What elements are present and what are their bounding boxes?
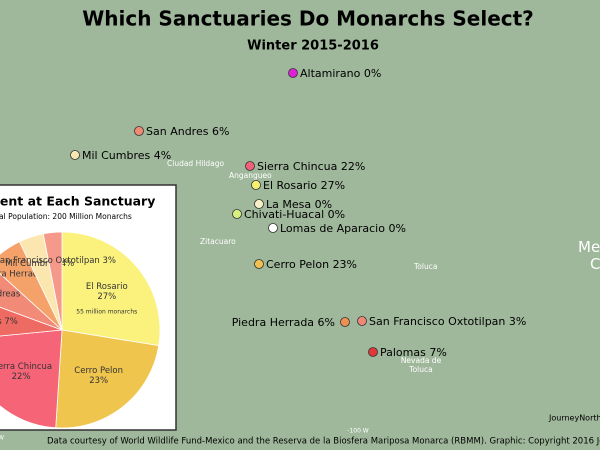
subtitle: Winter 2015-2016 [247,39,379,54]
site-dot [134,126,144,136]
slice-name: San Andreas [0,289,21,299]
site-percent: 0% [328,208,345,221]
slice-label: Cerro Pelon 23% [74,365,123,385]
site-name: Mil Cumbres [82,149,150,162]
site-label: Mil Cumbres 4% [82,149,171,162]
pie-slice [42,231,63,331]
place-line: City [590,255,600,273]
place-line: Toluca [408,365,432,374]
site-name: La Mesa [266,198,311,211]
site-dot [288,68,298,78]
site-label: La Mesa 0% [266,198,332,211]
site-dot [245,161,255,171]
site-dot [340,317,350,327]
places: Ciudad HildagoAngangueoZitacuaroTolucaNe… [0,159,600,442]
site-dot [232,209,242,219]
slice-name: San Francisco Oxtotilpan [0,255,100,265]
site-name: Chivati-Huacal [244,208,324,221]
slice-name: El Rosario [86,281,128,291]
site-label: Cerro Pelon 23% [266,258,357,271]
site-percent: 0% [315,198,332,211]
site-name: Lomas de Aparacio [280,222,385,235]
pie-slice [55,329,160,429]
site-percent: 0% [364,67,381,80]
slice-percent: 23% [89,375,108,385]
place-name: Zitacuaro [200,237,236,246]
site-label: Lomas de Aparacio 0% [280,222,406,235]
slice-name: Palomas [0,316,2,326]
pie-slice [0,306,63,337]
slice-percent: 3% [103,255,117,265]
site-percent: 4% [154,149,171,162]
site-percent: 6% [212,125,229,138]
logo: JourneyNorth [548,414,600,423]
site-dot [251,180,261,190]
place-name: Angangueo [229,171,272,180]
slice-name: Cerro Pelon [74,365,123,375]
site-label: Chivati-Huacal 0% [244,208,345,221]
site-label: Palomas 7% [380,346,447,359]
site-label: Piedra Herrada 6% [232,316,335,329]
site-name: El Rosario [263,179,317,192]
site-label: San Francisco Oxtotilpan 3% [369,315,526,328]
slice-name: Sierra Chincua [0,362,52,372]
site-name: Piedra Herrada [232,316,314,329]
footer: Data courtesy of World Wildlife Fund-Mex… [47,437,600,447]
place-name: Ciudad Hildago [167,159,225,168]
slice-percent: 27% [97,291,116,301]
slice-name: Piedra Herrada [0,269,44,279]
slice-percent: 22% [12,372,31,382]
slice-label: Mil Cumbres 4% [5,259,74,269]
site-dot [70,150,80,160]
site-dot [357,316,367,326]
place-name: Nevada de Toluca [401,356,442,374]
site-percent: 27% [321,179,345,192]
slice-name: Mil Cumbres [5,259,58,269]
sites: Altamirano 0% San Andres 6% Mil Cumbres 4%… [70,67,526,359]
place-name: -100 W [347,428,369,435]
site-dot [254,199,264,209]
site-dot [254,259,264,269]
site-name: San Andres [146,125,209,138]
slice-percent: 7% [4,316,18,326]
place-line: Nevada de [401,356,442,365]
place-line: Mexico [578,238,600,256]
site-label: El Rosario 27% [263,179,345,192]
site-percent: 7% [429,346,446,359]
site-name: Cerro Pelon [266,258,329,271]
site-dot [368,347,378,357]
site-percent: 0% [388,222,405,235]
site-name: San Francisco Oxtotilpan [369,315,505,328]
site-name: Palomas [380,346,426,359]
place-name: -101 W [0,435,4,442]
pie-slice [0,329,63,429]
site-name: Altamirano [300,67,361,80]
place-name: MexicoCity [578,238,600,273]
slice-label: San Francisco Oxtotilpan 3% [0,255,116,265]
pie-slice [61,231,161,347]
site-label: San Andres 6% [146,125,229,138]
slice-label: El Rosario 27% [86,281,128,301]
site-percent: 6% [318,316,335,329]
site-label: Sierra Chincua 22% [257,160,365,173]
site-dot [268,223,278,233]
site-percent: 22% [341,160,365,173]
slice-label: Palomas 7% [0,316,18,326]
slice-percent: 4% [61,259,74,269]
title: Which Sanctuaries Do Monarchs Select? [82,7,534,31]
site-percent: 23% [333,258,357,271]
pie-inset: Percent at Each Sanctuary Total Populati… [0,184,177,431]
pie-subtitle: Total Population: 200 Million Monarchs [0,212,132,221]
site-name: Sierra Chincua [257,160,337,173]
slice-annotation: 55 million monarchs [76,308,137,315]
site-percent: 3% [509,315,526,328]
place-name: Toluca [413,262,437,271]
site-label: Altamirano 0% [300,67,381,80]
pie-title: Percent at Each Sanctuary [0,194,155,209]
